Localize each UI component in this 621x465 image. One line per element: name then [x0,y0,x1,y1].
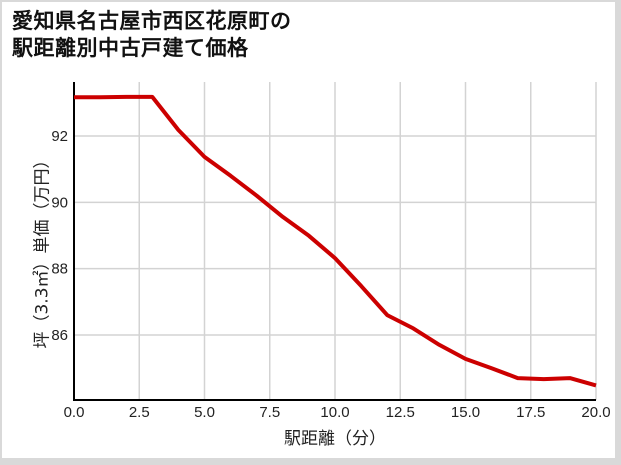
x-tick-label: 20.0 [581,404,610,421]
x-tick-label: 12.5 [386,404,415,421]
x-tick-label: 5.0 [194,404,215,421]
x-axis-label: 駅距離（分） [284,429,386,449]
x-tick-label: 15.0 [451,404,480,421]
y-tick-label: 92 [51,128,68,145]
chart-title-line1: 愛知県名古屋市西区花原町の [12,9,292,33]
x-tick-label: 2.5 [129,404,150,421]
x-tick-label: 0.0 [64,404,85,421]
chart-title: 愛知県名古屋市西区花原町の 駅距離別中古戸建て価格 [12,8,292,62]
y-tick-label: 90 [51,194,68,211]
y-axis-label: 坪（3.3㎡）単価（万円） [32,151,53,349]
y-tick-label: 86 [51,327,68,344]
y-tick-label: 88 [51,261,68,278]
chart-title-line2: 駅距離別中古戸建て価格 [12,36,249,60]
x-tick-label: 10.0 [320,404,349,421]
price-line [74,94,597,388]
x-tick-label: 7.5 [259,404,280,421]
x-tick-label: 17.5 [516,404,545,421]
chart-frame [2,2,615,458]
